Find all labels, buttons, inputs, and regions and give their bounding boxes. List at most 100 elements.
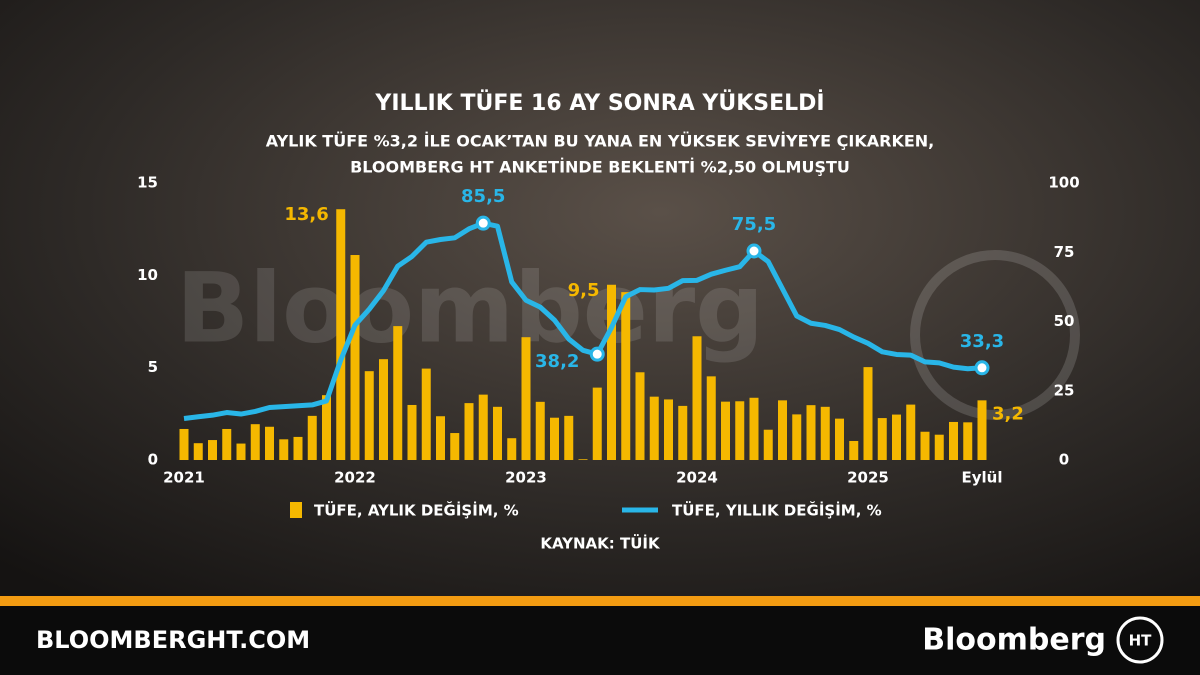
bar (208, 440, 217, 460)
legend-swatch (290, 502, 302, 518)
chart-subtitle: AYLIK TÜFE %3,2 İLE OCAK’TAN BU YANA EN … (266, 132, 935, 151)
watermark: Bloomberg (176, 252, 764, 364)
bar (763, 429, 773, 460)
bar (820, 406, 830, 460)
bar (507, 438, 517, 460)
bar (721, 401, 730, 460)
legend-label: TÜFE, AYLIK DEĞİŞİM, % (314, 501, 519, 520)
bar (250, 424, 260, 460)
data-label: 33,3 (960, 331, 1004, 352)
y2-tick-label: 100 (1048, 174, 1079, 192)
bar (806, 405, 816, 460)
bar (179, 428, 189, 460)
bar (322, 395, 331, 460)
data-label: 85,5 (461, 186, 505, 207)
source: KAYNAK: TÜİK (540, 534, 661, 553)
bar (364, 371, 374, 460)
bar (279, 439, 289, 460)
data-label: 9,5 (568, 280, 600, 301)
x-tick-label: 2021 (163, 469, 205, 487)
bar (592, 387, 602, 460)
legend-label: TÜFE, YILLIK DEĞİŞİM, % (672, 501, 882, 520)
bar (863, 367, 873, 460)
y2-tick-label: 0 (1059, 451, 1069, 469)
bar (635, 372, 645, 460)
bar (735, 401, 745, 460)
y2-tick-label: 25 (1054, 381, 1075, 399)
bar (407, 404, 417, 460)
bar (649, 396, 659, 460)
footer (0, 606, 1200, 675)
bar (236, 443, 246, 460)
y2-tick-label: 50 (1054, 312, 1075, 330)
bar (293, 436, 303, 460)
bar (877, 418, 887, 460)
x-tick-label: 2022 (334, 469, 376, 487)
x-tick-label: Eylül (962, 469, 1003, 487)
bar (535, 401, 545, 460)
bar (977, 400, 987, 460)
y2-tick-label: 75 (1054, 243, 1075, 261)
bar (835, 418, 844, 460)
background (0, 0, 1200, 606)
bar (963, 422, 973, 460)
y-tick-label: 10 (137, 266, 158, 284)
bar (778, 400, 787, 460)
watermark-logo (910, 250, 1080, 420)
data-label: 13,6 (284, 204, 328, 225)
bar (949, 421, 958, 460)
bar (336, 209, 346, 460)
bar (706, 376, 716, 460)
bar (393, 326, 403, 460)
line (183, 220, 983, 422)
bar (550, 417, 559, 460)
data-label: 3,2 (992, 403, 1024, 424)
bar (493, 406, 502, 460)
data-label: 38,2 (535, 351, 579, 372)
x-tick-label: 2025 (847, 469, 889, 487)
x-tick-label: 2024 (676, 469, 718, 487)
footer-site: BLOOMBERGHT.COM (36, 626, 310, 654)
bar (664, 399, 673, 460)
y-tick-label: 15 (137, 174, 158, 192)
bar (350, 255, 360, 460)
bar (193, 443, 203, 460)
footer-brand: Bloomberg (922, 623, 1106, 658)
stripe (0, 596, 1200, 606)
bar (920, 431, 930, 460)
bar (792, 414, 802, 460)
bar (678, 405, 688, 460)
bar (934, 434, 944, 460)
data-label: 75,5 (732, 214, 776, 235)
marker (475, 215, 491, 231)
bar (564, 415, 574, 460)
bar (849, 440, 859, 460)
bar (621, 292, 631, 460)
x-tick-label: 2023 (505, 469, 547, 487)
footer-logo (1116, 616, 1164, 664)
bar (478, 394, 488, 460)
bar (421, 368, 431, 460)
chart-subtitle: BLOOMBERG HT ANKETİNDE BEKLENTİ %2,50 OL… (350, 158, 850, 177)
y-tick-label: 5 (148, 358, 158, 376)
marker (589, 346, 605, 362)
bar (436, 416, 445, 460)
bar (222, 428, 232, 460)
bar (521, 337, 531, 460)
bar (906, 404, 916, 460)
marker (974, 360, 990, 376)
bar (265, 426, 274, 460)
bar (307, 415, 317, 460)
bar (578, 459, 588, 460)
bar (892, 414, 901, 460)
chart-title: YILLIK TÜFE 16 AY SONRA YÜKSELDİ (374, 90, 824, 116)
footer-logo-text: HT (1129, 632, 1153, 650)
bar (607, 284, 616, 460)
marker (746, 243, 762, 259)
bar (749, 397, 759, 460)
y-tick-label: 0 (148, 451, 158, 469)
bar (692, 336, 702, 460)
bar (379, 359, 388, 460)
